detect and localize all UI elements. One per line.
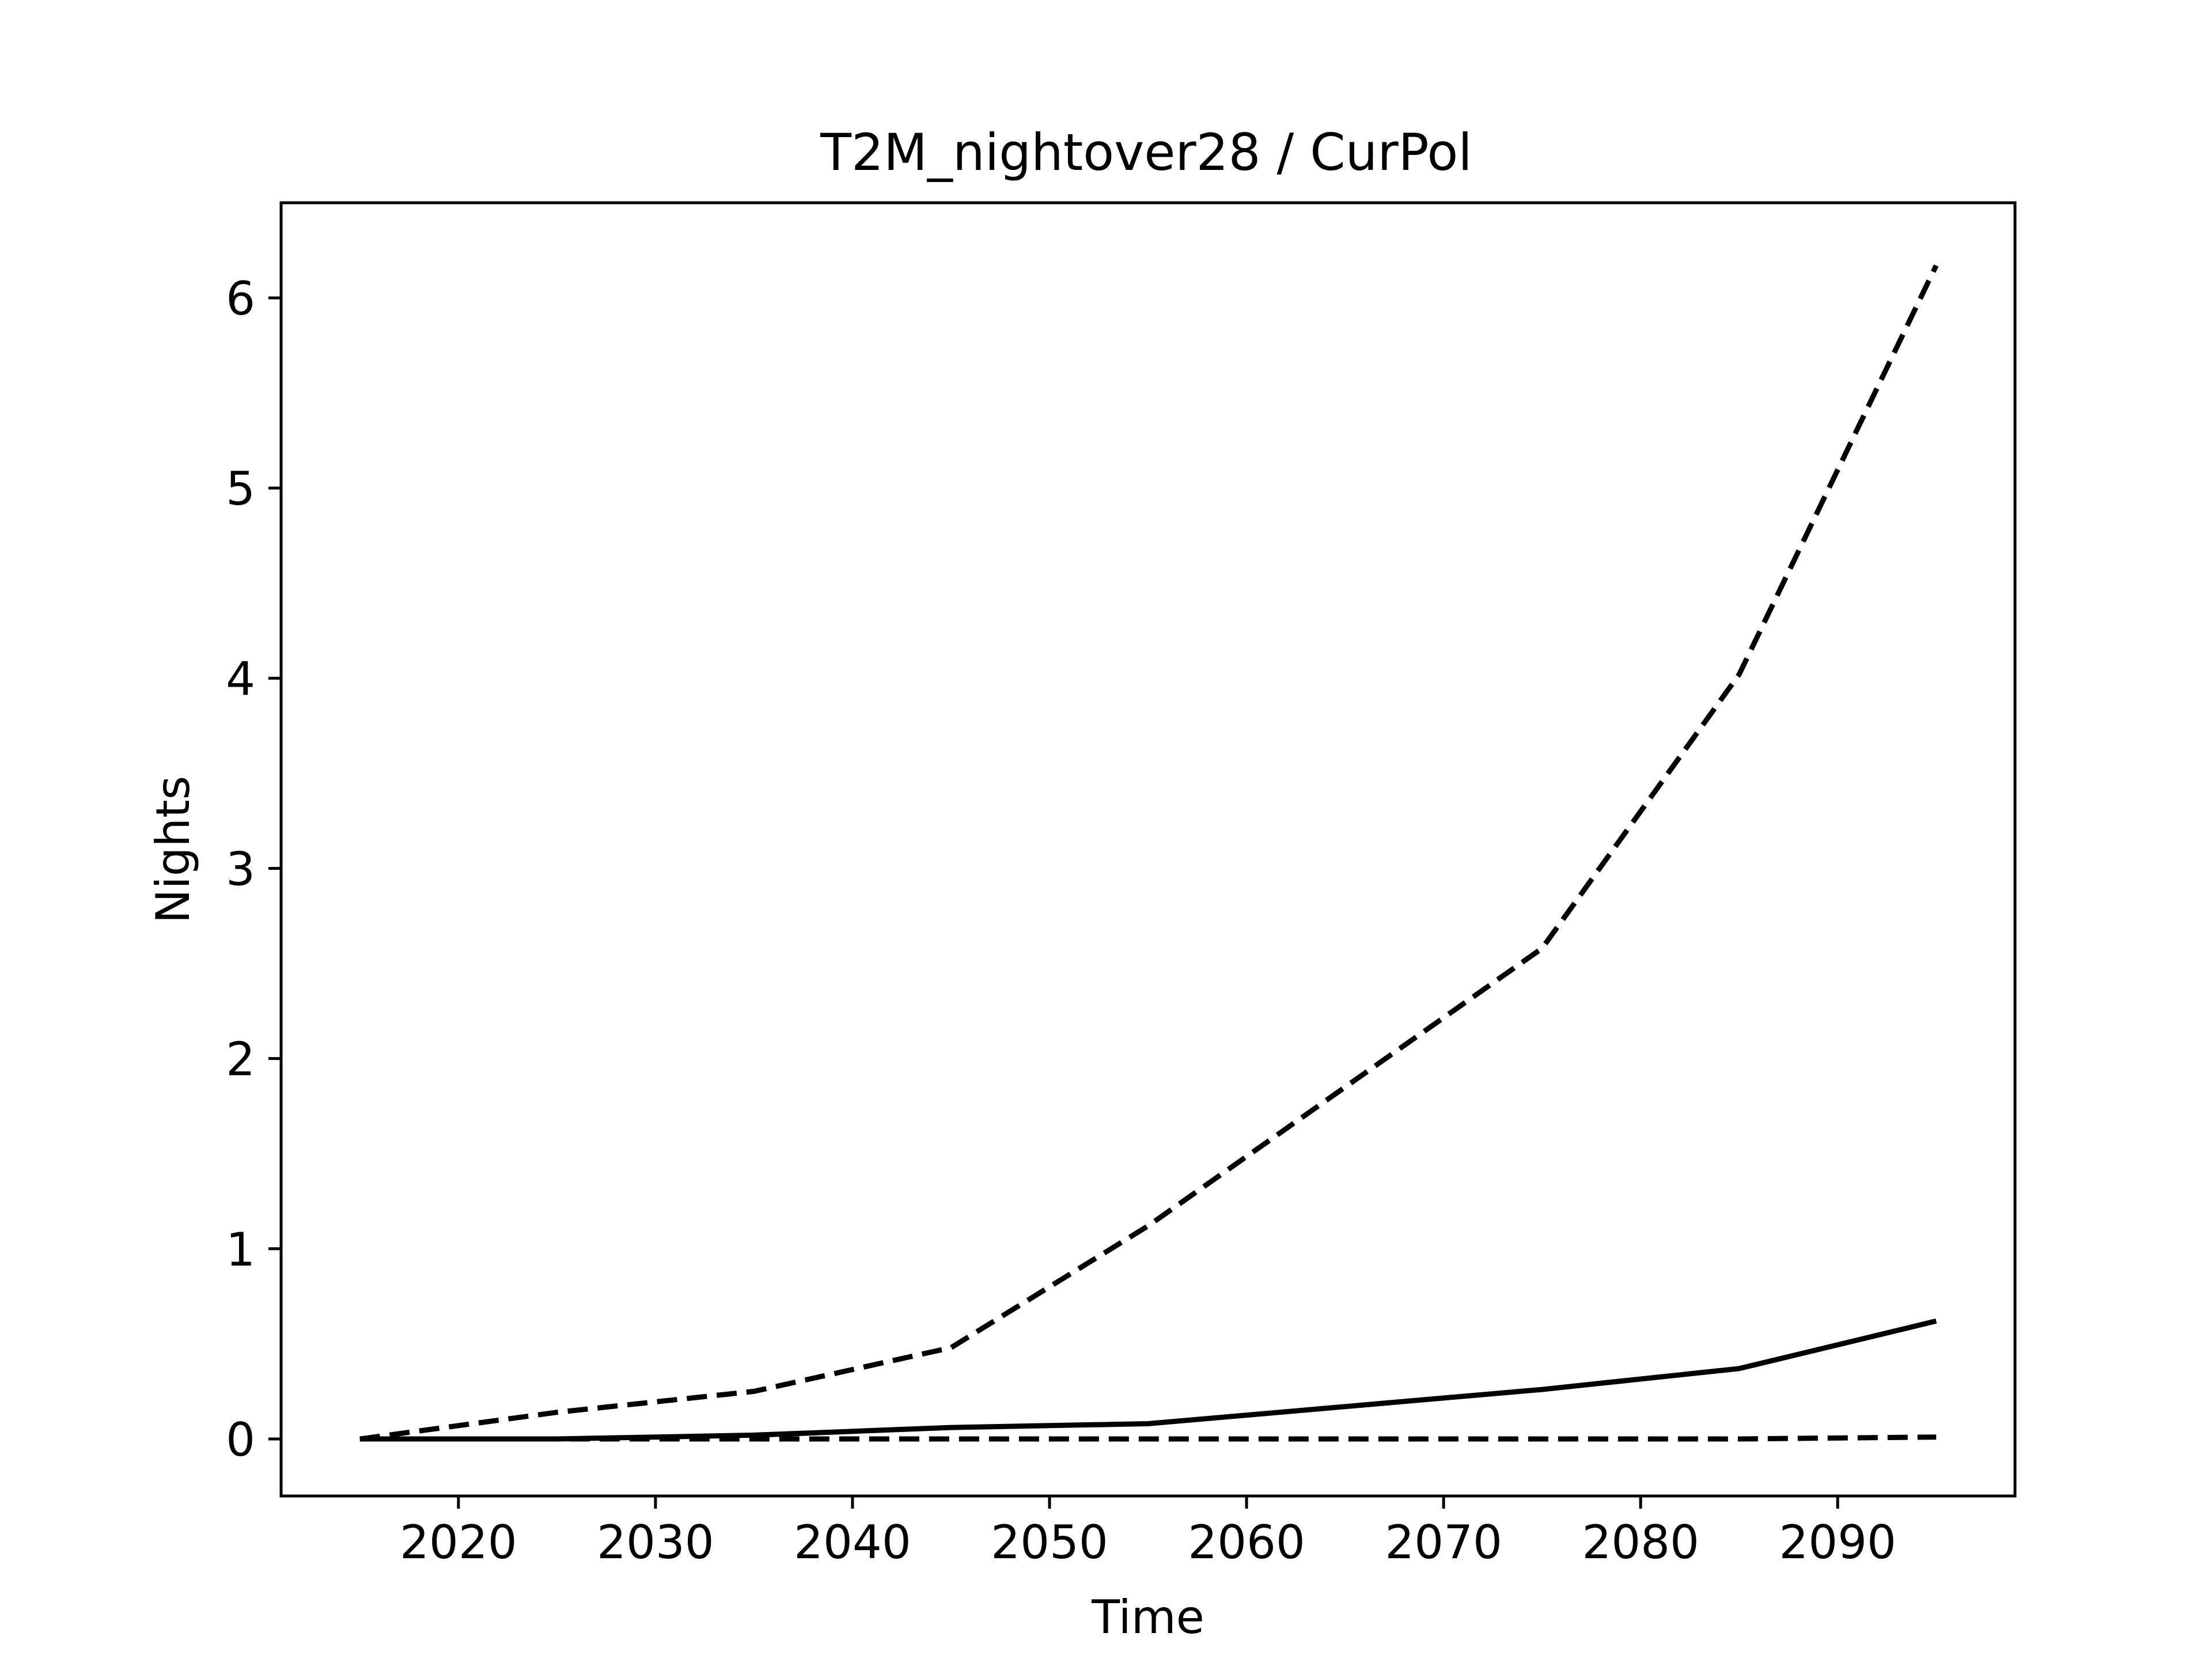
x-axis-ticks: 2020 2030 2040 2050 2060 2070 2080 2090 (400, 1496, 1896, 1569)
x-tick-label: 2090 (1779, 1516, 1896, 1569)
chart-title: T2M_nightover28 / CurPol (820, 123, 1472, 182)
y-tick-label: 1 (226, 1223, 255, 1277)
x-tick-label: 2060 (1188, 1516, 1305, 1569)
series-line-1 (359, 264, 1939, 1442)
y-tick-label: 6 (226, 272, 255, 325)
x-tick-label: 2050 (991, 1516, 1108, 1569)
y-tick-label: 3 (226, 843, 255, 896)
x-tick-label: 2080 (1582, 1516, 1699, 1569)
y-tick-label: 4 (226, 652, 255, 706)
y-axis-label: Nights (146, 776, 200, 924)
y-axis-ticks: 0 1 2 3 4 5 6 (226, 272, 281, 1467)
x-tick-label: 2040 (794, 1516, 911, 1569)
y-tick-label: 5 (226, 462, 255, 516)
y-tick-label: 2 (226, 1033, 255, 1086)
series-layer (359, 264, 1939, 1442)
x-tick-label: 2070 (1385, 1516, 1502, 1569)
series-line-3 (359, 1434, 1937, 1442)
x-axis-label: Time (1091, 1590, 1205, 1644)
plot-area-frame (279, 201, 2017, 1498)
series-line-2 (359, 1318, 1937, 1442)
x-tick-label: 2030 (597, 1516, 714, 1569)
x-tick-label: 2020 (400, 1516, 517, 1569)
y-tick-label: 0 (226, 1413, 255, 1467)
